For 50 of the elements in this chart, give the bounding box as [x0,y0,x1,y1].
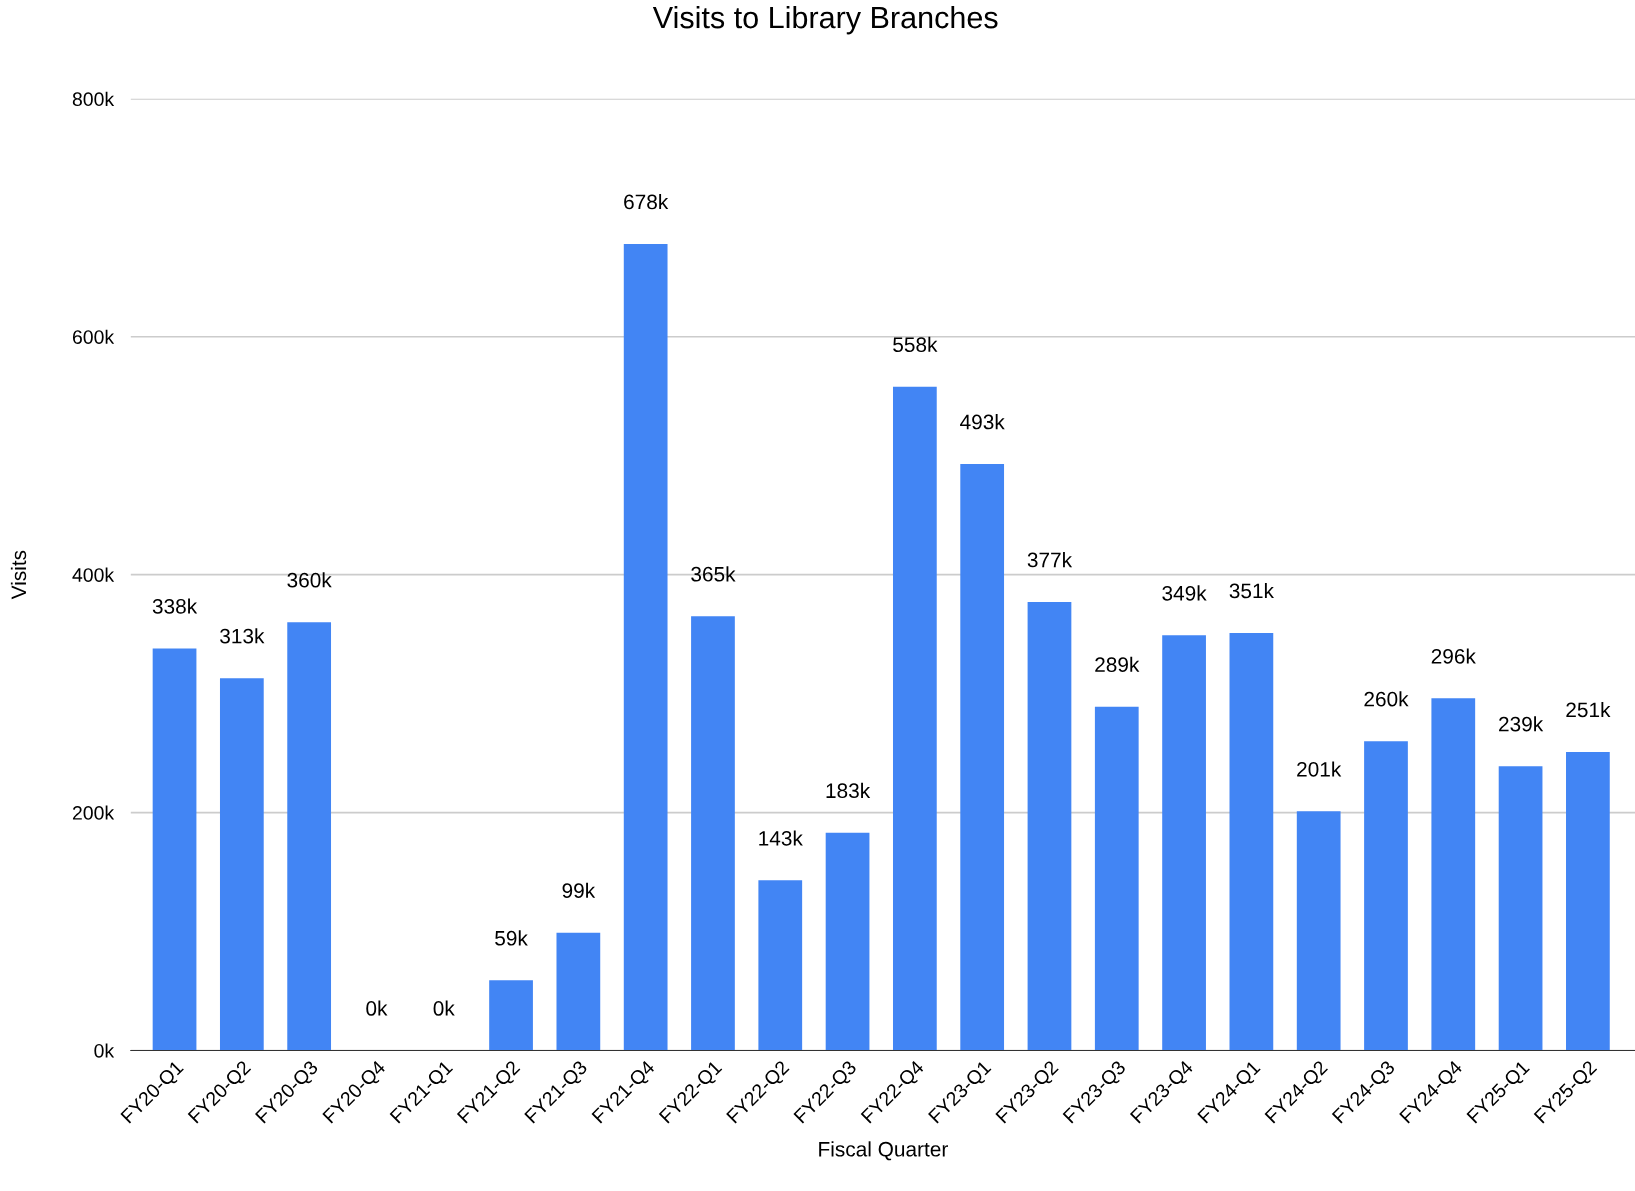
bar [758,880,803,1051]
data-label: 260k [1364,691,1409,707]
bar [623,243,668,1051]
data-label: 338k [152,598,198,614]
y-tick-label: 600k [72,329,115,344]
data-label: 289k [1095,656,1140,673]
bar [1498,766,1543,1051]
data-label: 0k [433,1000,455,1016]
data-label: 365k [691,566,736,582]
data-label: 99k [562,882,596,899]
bar [287,622,332,1051]
bar [691,616,735,1051]
data-label: 251k [1566,701,1611,718]
y-tick-label: 200k [72,805,115,820]
bar [1431,698,1476,1051]
data-label: 349k [1162,585,1207,601]
data-label: 201k [1297,761,1342,777]
bar [556,932,601,1051]
data-label: 493k [960,414,1005,430]
y-tick-label: 800k [72,91,115,107]
bar [1566,751,1610,1051]
data-label: 313k [220,628,265,644]
data-label: 0k [366,1000,388,1016]
data-label: 351k [1229,582,1274,599]
data-label: 183k [826,782,871,799]
data-label: 59k [495,930,528,946]
chart-title: Visits to Library Branches [652,5,998,35]
data-label: 678k [624,194,669,210]
data-label: 377k [1027,552,1073,568]
bar [1162,635,1206,1051]
bar [1027,602,1072,1051]
bar [1094,706,1139,1051]
data-label: 143k [759,830,803,846]
bar [825,832,870,1051]
y-axis-title: Visits [10,550,27,600]
bar [489,980,533,1051]
data-label: 558k [893,336,938,353]
data-label: 296k [1431,648,1476,664]
bar [893,386,937,1051]
bar [152,648,197,1051]
y-tick-label: 0k [94,1043,115,1058]
bar [1364,741,1408,1051]
bar [1296,811,1341,1051]
data-label: 239k [1499,716,1544,732]
bar [1229,632,1274,1051]
y-tick-label: 400k [72,567,115,582]
x-axis-title: Fiscal Quarter [819,1141,948,1161]
data-label: 360k [287,572,332,588]
bar [219,678,264,1051]
bar [960,464,1005,1051]
